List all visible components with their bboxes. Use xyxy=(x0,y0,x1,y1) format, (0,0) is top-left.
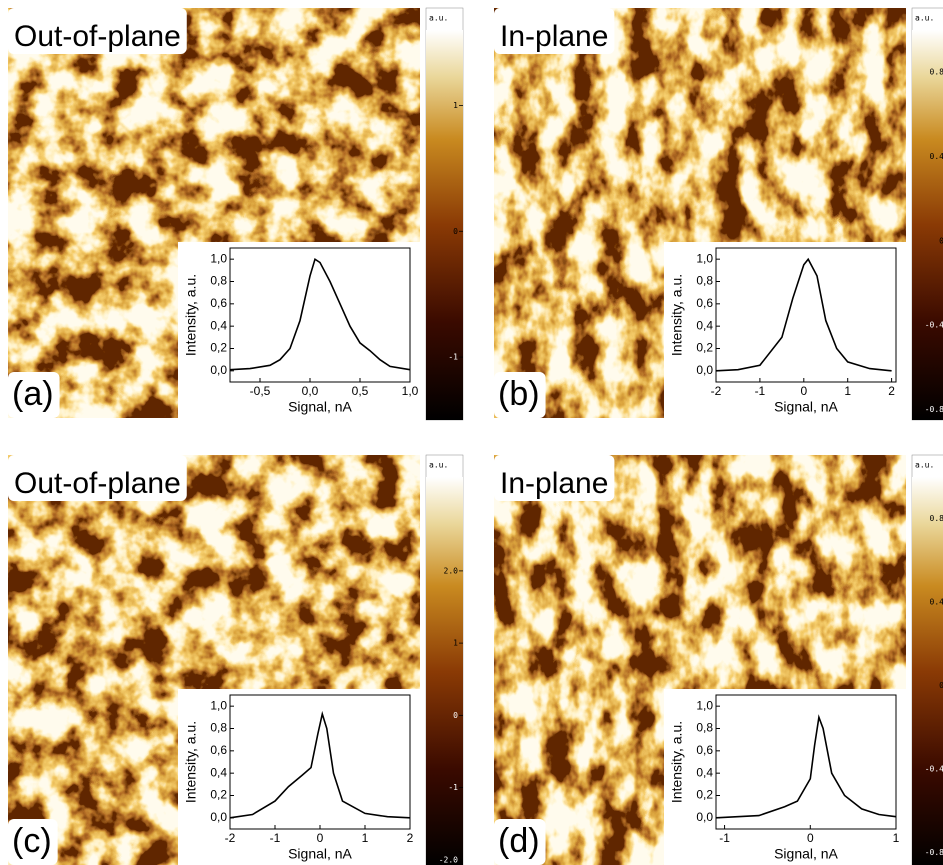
x-tick-label: -1 xyxy=(719,831,730,845)
y-tick-label: 0,2 xyxy=(210,788,227,802)
panel: Out-of-plane (a) a.u. 1 0 -1 0,0 0,2 0,4 0,6 0,8 1,… xyxy=(8,8,463,420)
y-tick-label: 0,8 xyxy=(696,721,713,735)
colorbar xyxy=(912,477,943,865)
y-tick-label: 0,2 xyxy=(696,788,713,802)
colorbar-unit: a.u. xyxy=(429,461,448,470)
y-tick-label: 0,2 xyxy=(210,341,227,355)
y-tick-label: 0,0 xyxy=(696,363,713,377)
colorbar-tick-label: -0.4 xyxy=(925,764,943,773)
colorbar-tick-label: 0.4 xyxy=(930,152,943,161)
y-axis-label: Intensity, a.u. xyxy=(669,274,685,356)
colorbar-tick-label: -1 xyxy=(448,353,458,362)
page: Out-of-plane (a) a.u. 1 0 -1 0,0 0,2 0,4 0,6 0,8 1,… xyxy=(0,0,943,865)
panel: Out-of-plane (c) a.u. 2.0 1 0 -1 -2.0 0,0 0,2 0,4 0… xyxy=(8,455,463,865)
x-tick-label: 2 xyxy=(888,384,895,398)
colorbar-tick-label: 0 xyxy=(939,681,943,690)
y-axis-label: Intensity, a.u. xyxy=(183,274,199,356)
panel-title: Out-of-plane xyxy=(14,467,181,500)
colorbar-tick-label: -0.8 xyxy=(925,848,943,857)
y-tick-label: 0,4 xyxy=(696,765,713,779)
x-tick-label: 2 xyxy=(407,831,414,845)
colorbar-tick-label: 0.8 xyxy=(930,68,943,77)
colorbar-tick-label: 1 xyxy=(453,639,458,648)
x-axis-label: Signal, nA xyxy=(288,399,352,415)
y-tick-label: 0,4 xyxy=(210,765,227,779)
colorbar-tick-label: 0 xyxy=(939,236,943,245)
colorbar-tick-label: -0.8 xyxy=(925,405,943,414)
x-tick-label: -1 xyxy=(755,384,766,398)
x-axis-label: Signal, nA xyxy=(774,846,838,862)
colorbar-tick-label: 0 xyxy=(453,711,458,720)
x-tick-label: 0 xyxy=(317,831,324,845)
x-tick-label: -0,5 xyxy=(250,384,271,398)
x-axis-label: Signal, nA xyxy=(288,846,352,862)
y-tick-label: 0,8 xyxy=(210,721,227,735)
y-tick-label: 0,4 xyxy=(210,318,227,332)
panel-title: Out-of-plane xyxy=(14,20,181,53)
panel-label: (b) xyxy=(498,375,540,413)
x-tick-label: 1 xyxy=(844,384,851,398)
y-tick-label: 1,0 xyxy=(210,698,227,712)
x-tick-label: 0 xyxy=(800,384,807,398)
y-tick-label: 1,0 xyxy=(696,698,713,712)
panel-label: (a) xyxy=(12,375,54,413)
y-tick-label: 0,0 xyxy=(210,810,227,824)
y-tick-label: 0,6 xyxy=(210,743,227,757)
panel-title: In-plane xyxy=(500,20,608,53)
y-tick-label: 1,0 xyxy=(210,251,227,265)
x-tick-label: 0,5 xyxy=(352,384,369,398)
panel-label: (c) xyxy=(12,822,52,860)
y-axis-label: Intensity, a.u. xyxy=(669,721,685,803)
y-axis-label: Intensity, a.u. xyxy=(183,721,199,803)
y-tick-label: 0,4 xyxy=(696,318,713,332)
y-tick-label: 1,0 xyxy=(696,251,713,265)
y-tick-label: 0,6 xyxy=(210,296,227,310)
colorbar-tick-label: 0.8 xyxy=(930,514,943,523)
y-tick-label: 0,6 xyxy=(696,743,713,757)
colorbar-unit: a.u. xyxy=(915,14,934,23)
y-tick-label: 0,8 xyxy=(696,274,713,288)
colorbar-tick-label: -1 xyxy=(448,783,458,792)
panel-title: In-plane xyxy=(500,467,608,500)
colorbar-unit: a.u. xyxy=(429,14,448,23)
x-tick-label: -1 xyxy=(270,831,281,845)
x-tick-label: -2 xyxy=(711,384,722,398)
x-tick-label: -2 xyxy=(225,831,236,845)
x-tick-label: 1,0 xyxy=(402,384,419,398)
colorbar-tick-label: 1 xyxy=(453,101,458,110)
panel: In-plane (d) a.u. 0.8 0.4 0 -0.4 -0.8 0,0 0,2 0,4 0… xyxy=(494,455,943,865)
x-axis-label: Signal, nA xyxy=(774,399,838,415)
x-tick-label: 0,0 xyxy=(302,384,319,398)
y-tick-label: 0,6 xyxy=(696,296,713,310)
y-tick-label: 0,0 xyxy=(696,810,713,824)
colorbar-tick-label: 0.4 xyxy=(930,598,943,607)
colorbar-tick-label: -0.4 xyxy=(925,321,943,330)
figure: Out-of-plane (a) a.u. 1 0 -1 0,0 0,2 0,4 0,6 0,8 1,… xyxy=(0,0,943,865)
x-tick-label: 0 xyxy=(807,831,814,845)
colorbar xyxy=(426,477,463,865)
colorbar-tick-label: 0 xyxy=(453,227,458,236)
colorbar-tick-label: 2.0 xyxy=(444,566,459,575)
x-tick-label: 1 xyxy=(362,831,369,845)
y-tick-label: 0,8 xyxy=(210,274,227,288)
y-tick-label: 0,2 xyxy=(696,341,713,355)
x-tick-label: 1 xyxy=(893,831,900,845)
panel: In-plane (b) a.u. 0.8 0.4 0 -0.4 -0.8 0,0 0,2 0,4 0… xyxy=(494,8,943,420)
y-tick-label: 0,0 xyxy=(210,363,227,377)
colorbar-tick-label: -2.0 xyxy=(439,855,458,864)
colorbar-unit: a.u. xyxy=(915,461,934,470)
colorbar xyxy=(912,30,943,420)
panel-label: (d) xyxy=(498,822,540,860)
